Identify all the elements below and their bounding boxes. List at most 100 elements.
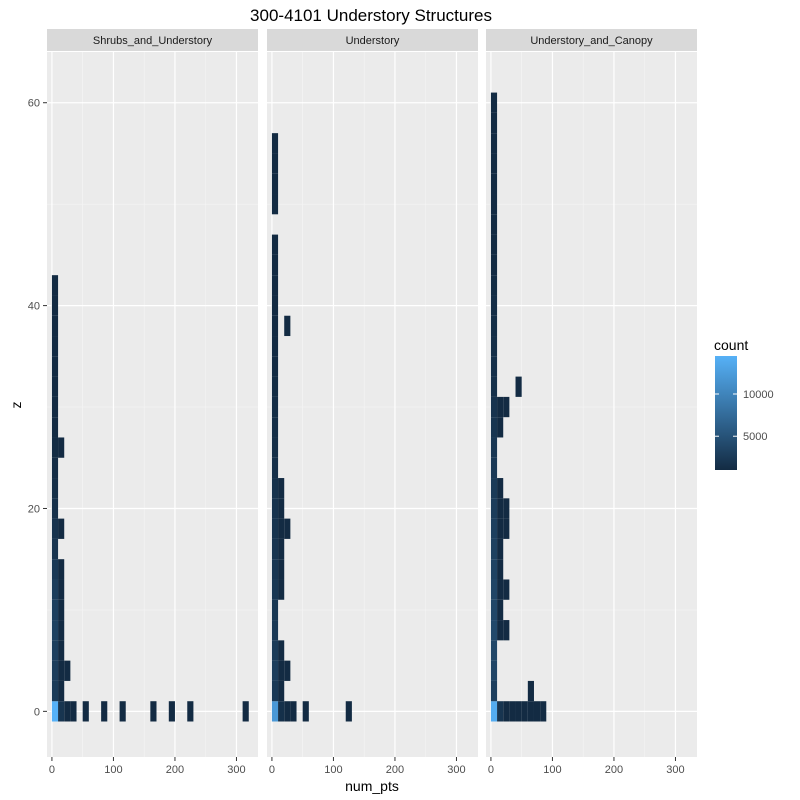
heatmap-tile: [490, 417, 498, 438]
legend-tick-label: 5000: [743, 431, 767, 443]
heatmap-tile: [284, 518, 291, 539]
heatmap-tile: [271, 660, 279, 681]
heatmap-tile: [51, 680, 59, 702]
heatmap-tile: [490, 295, 498, 316]
heatmap-tile: [58, 437, 65, 458]
heatmap-tile: [490, 396, 498, 418]
heatmap-tile: [278, 498, 285, 519]
heatmap-tile: [51, 660, 59, 681]
heatmap-tile: [278, 559, 285, 580]
heatmap-tile: [51, 437, 59, 458]
heatmap-tile: [490, 153, 498, 174]
heatmap-tile: [278, 579, 285, 600]
heatmap-tile: [284, 315, 291, 337]
x-tick-label: 100: [104, 764, 122, 776]
heatmap-tile: [271, 153, 279, 174]
heatmap-tile: [490, 437, 498, 458]
heatmap-tile: [490, 478, 498, 499]
heatmap-tile: [271, 620, 279, 641]
heatmap-tile: [497, 417, 504, 438]
x-axis-title: num_pts: [345, 778, 399, 794]
heatmap-tile: [271, 478, 279, 499]
heatmap-tile: [284, 660, 291, 681]
heatmap-tile: [490, 498, 498, 519]
heatmap-tile: [497, 396, 504, 418]
heatmap-tile: [51, 640, 59, 661]
heatmap-tile: [271, 295, 279, 316]
heatmap-tile: [490, 457, 498, 479]
heatmap-tile: [278, 518, 285, 539]
heatmap-tile: [271, 315, 279, 337]
heatmap-tile: [271, 417, 279, 438]
heatmap-tile: [64, 701, 71, 722]
heatmap-tile: [51, 336, 59, 357]
heatmap-tile: [533, 701, 541, 722]
legend-title: count: [714, 337, 748, 353]
heatmap-tile: [490, 173, 498, 195]
heatmap-tile: [278, 680, 285, 702]
heatmap-tile: [119, 701, 126, 722]
heatmap-tile: [58, 701, 65, 722]
y-tick-label: 40: [28, 301, 40, 313]
heatmap-tile: [271, 234, 279, 255]
heatmap-tile: [51, 498, 59, 519]
chart-title: 300-4101 Understory Structures: [250, 6, 492, 25]
panel-background: [486, 52, 697, 757]
heatmap-tile: [271, 701, 279, 722]
heatmap-tile: [278, 538, 285, 560]
heatmap-tile: [527, 701, 534, 722]
heatmap-tile: [521, 701, 528, 722]
heatmap-tile: [58, 680, 65, 702]
heatmap-tile: [490, 579, 498, 600]
y-tick-label: 60: [28, 98, 40, 110]
heatmap-tile: [51, 457, 59, 479]
heatmap-tile: [515, 376, 522, 397]
heatmap-tile: [271, 133, 279, 154]
heatmap-tile: [490, 214, 498, 235]
heatmap-tile: [497, 518, 504, 539]
heatmap-tile: [503, 498, 510, 519]
heatmap-tile: [271, 640, 279, 661]
heatmap-tile: [51, 356, 59, 377]
heatmap-tile: [490, 315, 498, 337]
heatmap-tile: [271, 194, 279, 215]
heatmap-tile: [302, 701, 309, 722]
heatmap-tile: [51, 376, 59, 397]
facet-panel: Shrubs_and_Understory 0 100 200 300: [47, 29, 258, 776]
heatmap-tile: [271, 356, 279, 377]
facet-strip-label: Shrubs_and_Understory: [93, 35, 213, 47]
heatmap-tile: [278, 640, 285, 661]
heatmap-tile: [490, 518, 498, 539]
heatmap-tile: [490, 194, 498, 215]
heatmap-tile: [51, 538, 59, 560]
heatmap-tile: [187, 701, 194, 722]
heatmap-tile: [490, 112, 498, 134]
heatmap-tile: [284, 701, 291, 722]
heatmap-tile: [271, 599, 279, 621]
heatmap-tile: [503, 701, 510, 722]
heatmap-tile: [490, 640, 498, 661]
heatmap-tile: [527, 680, 534, 702]
heatmap-tile: [51, 275, 59, 296]
legend-tick-label: 10000: [743, 389, 774, 401]
heatmap-tile: [51, 518, 59, 539]
facet-strip-label: Understory: [346, 35, 400, 47]
heatmap-tile: [51, 295, 59, 316]
x-tick-label: 0: [269, 764, 275, 776]
x-tick-label: 0: [488, 764, 494, 776]
heatmap-tile: [168, 701, 175, 722]
heatmap-tile: [51, 478, 59, 499]
heatmap-tile: [490, 356, 498, 377]
legend-colorbar: [715, 356, 737, 470]
heatmap-tile: [271, 680, 279, 702]
heatmap-tile: [497, 559, 504, 580]
heatmap-tile: [58, 660, 65, 681]
heatmap-tile: [271, 275, 279, 296]
heatmap-tile: [70, 701, 77, 722]
heatmap-tile: [278, 478, 285, 499]
heatmap-tile: [271, 538, 279, 560]
heatmap-tile: [271, 336, 279, 357]
facet-strip: [47, 29, 258, 51]
heatmap-tile: [58, 579, 65, 600]
